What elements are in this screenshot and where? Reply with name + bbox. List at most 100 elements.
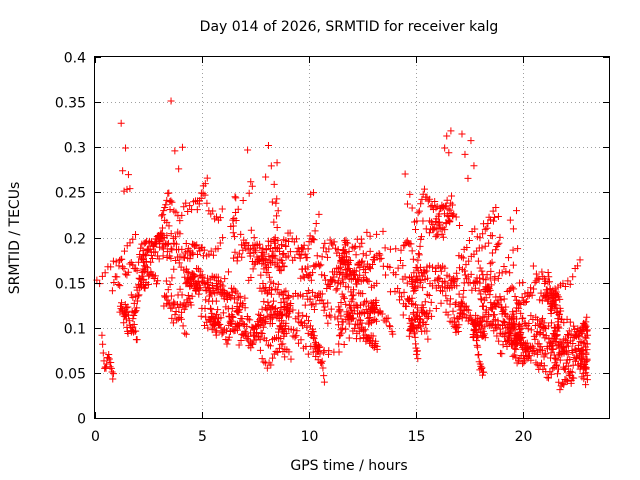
data-point [531, 321, 539, 329]
data-point [386, 263, 394, 271]
data-point [485, 312, 493, 320]
data-point [571, 325, 579, 333]
data-point [148, 270, 156, 278]
data-point [333, 285, 341, 293]
data-point [564, 342, 572, 350]
data-point [544, 297, 552, 305]
data-point [325, 245, 333, 253]
data-point [548, 306, 556, 314]
data-point [257, 252, 265, 260]
data-point [580, 339, 588, 347]
data-point [358, 257, 366, 265]
data-point [262, 318, 270, 326]
data-point [467, 137, 475, 145]
data-point [240, 242, 248, 250]
data-point [507, 323, 515, 331]
data-point [114, 280, 122, 288]
data-point [265, 273, 273, 281]
grid-lines [95, 57, 609, 418]
data-point [344, 239, 352, 247]
data-point [373, 279, 381, 287]
data-point [398, 293, 406, 301]
data-point [480, 313, 488, 321]
data-point [366, 313, 374, 321]
data-point [141, 252, 149, 260]
data-point [556, 338, 564, 346]
data-point [280, 262, 288, 270]
data-point [555, 378, 563, 386]
data-point [209, 251, 217, 259]
data-point [342, 325, 350, 333]
data-point [117, 305, 125, 313]
data-point [416, 242, 424, 250]
data-point [568, 347, 576, 355]
data-point [301, 250, 309, 258]
data-point [336, 307, 344, 315]
data-point [530, 344, 538, 352]
data-point [182, 240, 190, 248]
data-point [463, 243, 471, 251]
data-point [123, 323, 131, 331]
data-point [470, 333, 478, 341]
data-point [341, 248, 349, 256]
data-point [216, 214, 224, 222]
data-point [467, 270, 475, 278]
data-point [503, 343, 511, 351]
data-point [372, 317, 380, 325]
data-point [529, 262, 537, 270]
data-point [362, 251, 370, 259]
data-point [464, 317, 472, 325]
data-point [164, 239, 172, 247]
data-point [171, 147, 179, 155]
data-point [337, 312, 345, 320]
data-point [563, 339, 571, 347]
data-point [511, 344, 519, 352]
data-point [581, 333, 589, 341]
data-point [260, 265, 268, 273]
data-point [294, 313, 302, 321]
data-point [275, 264, 283, 272]
data-point [136, 275, 144, 283]
data-point [344, 260, 352, 268]
data-point [538, 268, 546, 276]
data-point [239, 246, 247, 254]
data-point [277, 303, 285, 311]
data-point [147, 258, 155, 266]
data-point [351, 324, 359, 332]
data-point [494, 241, 502, 249]
data-point [121, 300, 129, 308]
data-point [468, 286, 476, 294]
data-point [330, 238, 338, 246]
data-point [266, 342, 274, 350]
data-point [547, 370, 555, 378]
data-point [431, 224, 439, 232]
data-point [454, 315, 462, 323]
data-point [336, 270, 344, 278]
data-point [479, 271, 487, 279]
data-point [228, 313, 236, 321]
data-point [182, 330, 190, 338]
data-point [186, 294, 194, 302]
data-point [568, 368, 576, 376]
data-point [337, 299, 345, 307]
data-point [267, 238, 275, 246]
data-point [241, 304, 249, 312]
data-point [290, 326, 298, 334]
data-point [553, 361, 561, 369]
x-tick-label: 20 [515, 429, 533, 445]
data-point [569, 339, 577, 347]
data-point [287, 355, 295, 363]
data-point [258, 329, 266, 337]
data-point [476, 329, 484, 337]
data-point [279, 311, 287, 319]
data-point [581, 321, 589, 329]
data-point [495, 337, 503, 345]
data-point [124, 329, 132, 337]
data-point [339, 293, 347, 301]
data-point [306, 295, 314, 303]
data-point [200, 279, 208, 287]
data-point [474, 343, 482, 351]
data-point [309, 269, 317, 277]
data-point [264, 298, 272, 306]
data-point [460, 286, 468, 294]
